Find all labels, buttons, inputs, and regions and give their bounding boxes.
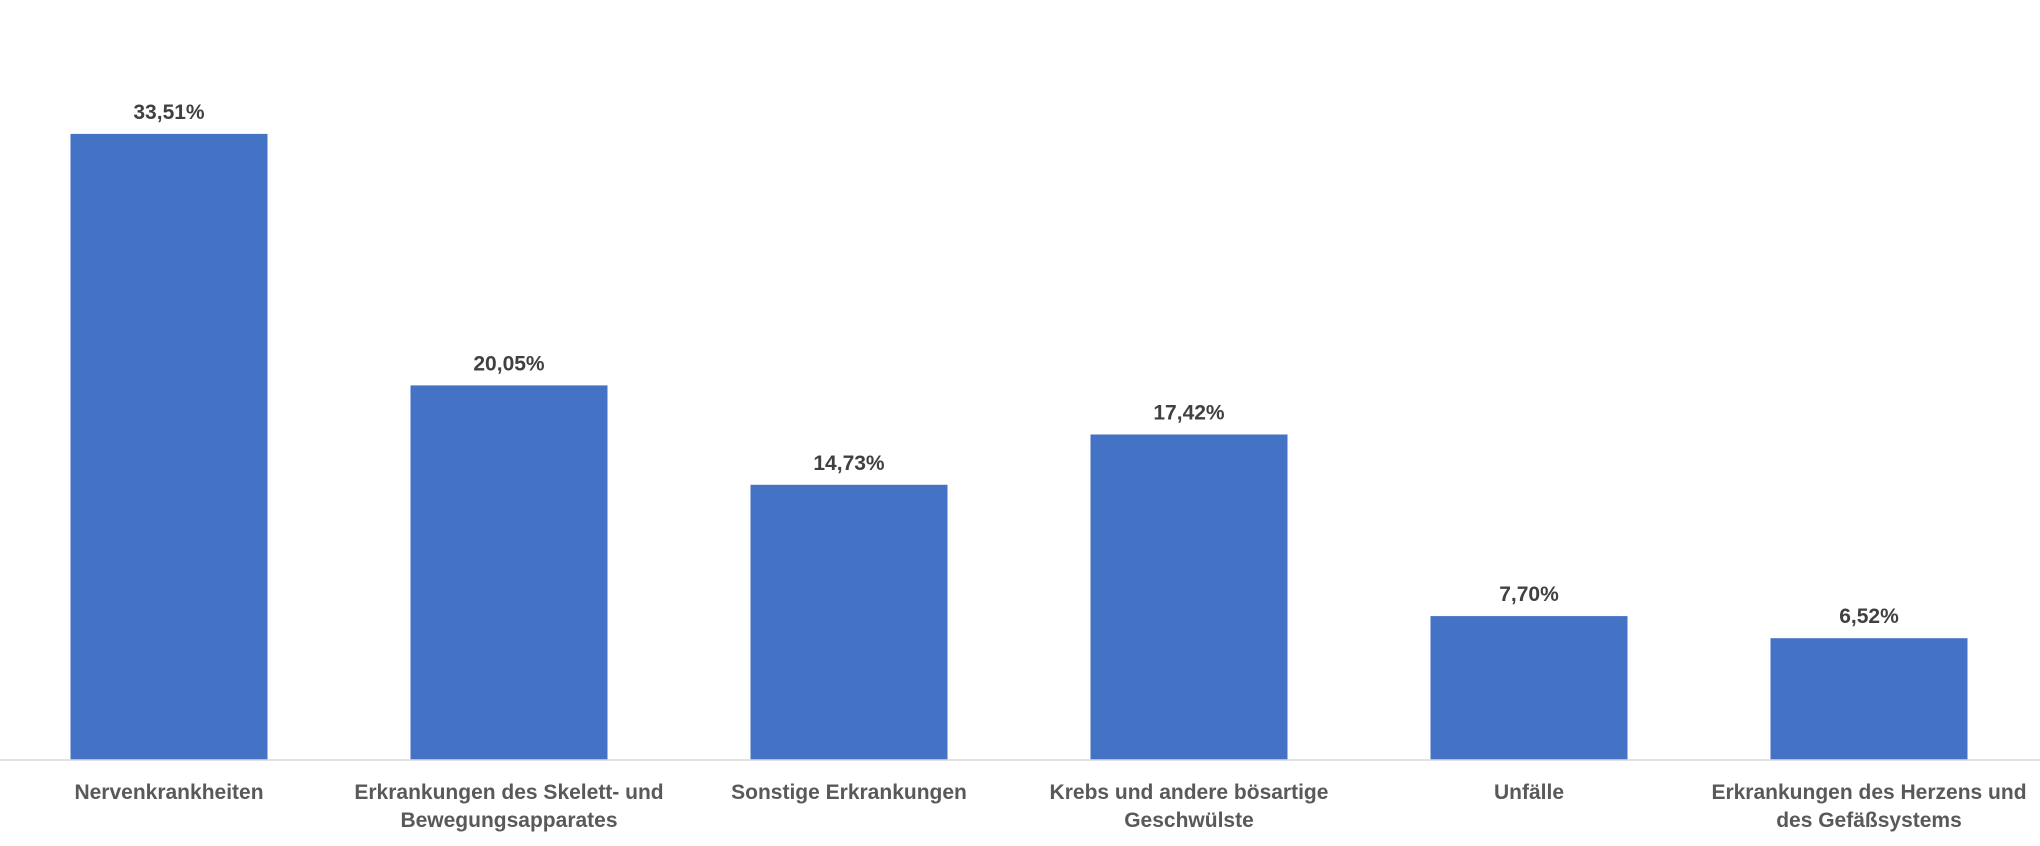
data-label-1: 33,51%: [133, 101, 205, 124]
category-label-4: Krebs und andere bösartige Geschwülste: [1050, 781, 1329, 832]
category-label-line: Bewegungsapparates: [400, 809, 617, 832]
category-label-1: Nervenkrankheiten: [74, 781, 263, 804]
bars-group: [70, 133, 1968, 760]
bar-1: [70, 133, 268, 760]
category-label-5: Unfälle: [1494, 781, 1564, 804]
bar-4: [1090, 434, 1288, 760]
category-label-line: des Gefäßsystems: [1776, 809, 1962, 832]
category-label-line: Erkrankungen des Herzens und: [1711, 781, 2026, 804]
category-label-3: Sonstige Erkrankungen: [731, 781, 967, 804]
bar-2: [410, 385, 608, 760]
category-label-line: Sonstige Erkrankungen: [731, 781, 967, 804]
data-label-4: 17,42%: [1153, 402, 1225, 425]
bar-5: [1430, 616, 1628, 760]
category-labels-group: Nervenkrankheiten Erkrankungen des Skelet…: [74, 781, 2026, 832]
data-label-2: 20,05%: [473, 352, 545, 375]
category-label-line: Nervenkrankheiten: [74, 781, 263, 804]
data-label-5: 7,70%: [1499, 583, 1559, 606]
data-label-6: 6,52%: [1839, 605, 1899, 628]
bar-3: [750, 484, 948, 760]
category-label-line: Unfälle: [1494, 781, 1564, 804]
value-labels-group: 33,51% 20,05% 14,73% 17,42% 7,70% 6,52%: [133, 101, 1899, 628]
category-label-line: Erkrankungen des Skelett- und: [354, 781, 663, 804]
category-label-2: Erkrankungen des Skelett- und Bewegungsap…: [354, 781, 663, 832]
category-label-6: Erkrankungen des Herzens und des Gefäßsys…: [1711, 781, 2026, 832]
bar-6: [1770, 638, 1968, 760]
category-label-line: Krebs und andere bösartige: [1050, 781, 1329, 804]
data-label-3: 14,73%: [813, 452, 885, 475]
category-label-line: Geschwülste: [1124, 809, 1254, 832]
